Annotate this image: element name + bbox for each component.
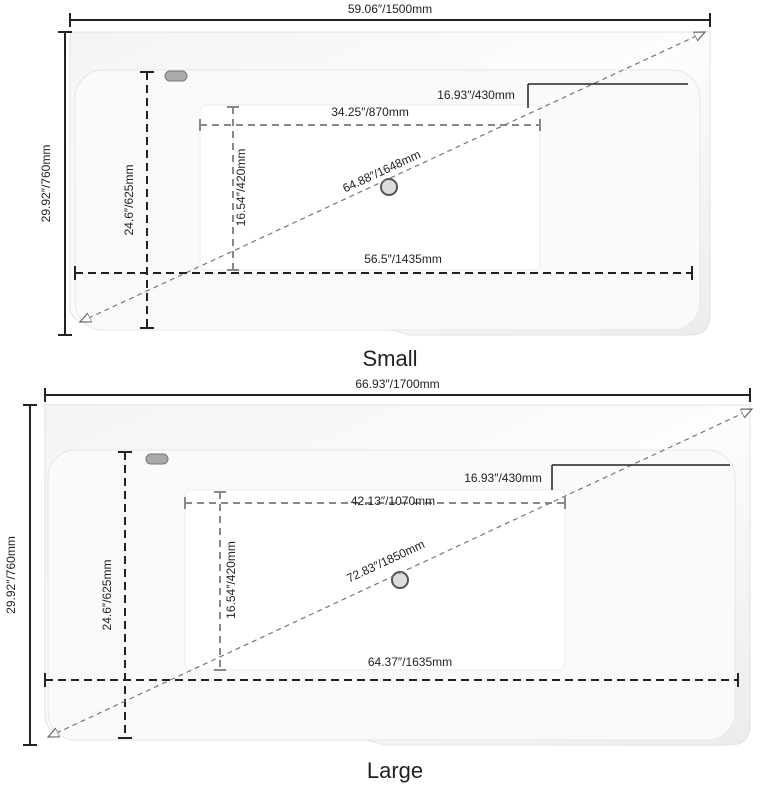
dimension-label: 42.13″/1070mm xyxy=(351,494,435,508)
dimension-label: 16.54″/420mm xyxy=(224,541,238,619)
dimension-label: 29.92″/760mm xyxy=(39,145,53,223)
dimension-label: 66.93″/1700mm xyxy=(355,377,439,391)
dimension-label: 16.93″/430mm xyxy=(464,471,542,485)
tub-diagram: 59.06″/1500mm 29.92″/760mm 24.6″/625mm 34.2… xyxy=(39,2,711,371)
size-name: Large xyxy=(367,758,423,783)
faucet xyxy=(164,70,188,82)
dimension-label: 59.06″/1500mm xyxy=(348,2,432,16)
dimension-label: 24.6″/625mm xyxy=(122,165,136,236)
dimension-label: 24.6″/625mm xyxy=(100,560,114,631)
faucet xyxy=(145,453,169,465)
basin xyxy=(184,489,566,671)
dimension-label: 34.25″/870mm xyxy=(331,105,409,119)
dimension-label: 29.92″/760mm xyxy=(4,536,18,614)
dimension-label: 16.54″/420mm xyxy=(234,149,248,227)
size-name: Small xyxy=(362,346,417,371)
drain xyxy=(391,571,409,589)
dimension-line xyxy=(48,409,752,737)
dimension-line xyxy=(80,32,705,322)
dimension-label: 64.37″/1635mm xyxy=(368,655,452,669)
tub-diagram: 66.93″/1700mm 29.92″/760mm 24.6″/625mm 42.1… xyxy=(4,377,752,783)
dimension-label: 16.93″/430mm xyxy=(437,88,515,102)
dimension-label: 56.5″/1435mm xyxy=(364,252,442,266)
